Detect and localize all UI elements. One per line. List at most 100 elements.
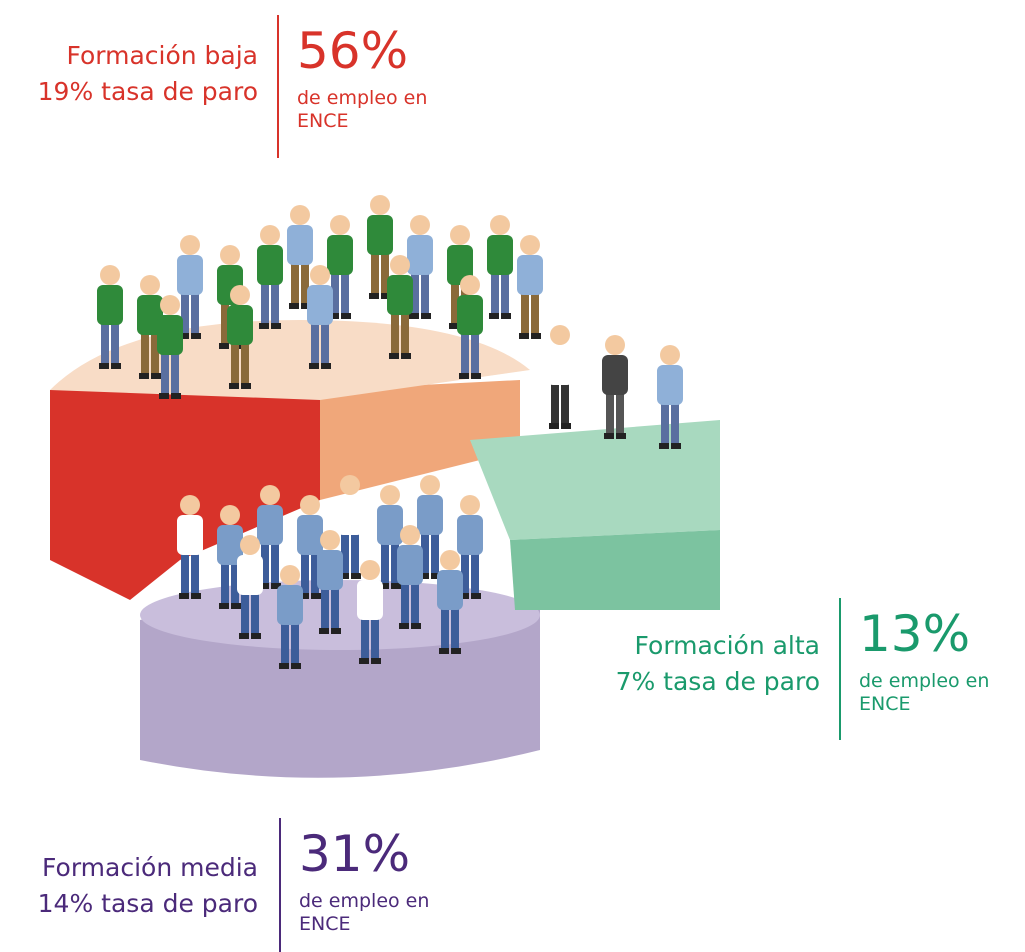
person-part [447,245,473,285]
person-part [287,225,313,265]
person-part [400,525,420,545]
person-part [421,530,429,575]
person-part [231,603,241,609]
person-part [369,293,379,299]
person-part [471,593,481,599]
person-part [657,365,683,405]
person-part [290,205,310,225]
person-part [461,550,469,595]
person-part [271,323,281,329]
person-part [220,505,240,525]
person-part [171,393,181,399]
person [387,255,413,359]
group-name: Formación media [42,853,258,882]
group-share: 56% [297,22,409,80]
person-part [181,550,189,595]
person-part [460,275,480,295]
person [277,565,303,669]
person-part [331,270,339,315]
person-part [367,215,393,255]
person-part [177,515,203,555]
person-part [301,260,309,305]
person-part [307,285,333,325]
person-part [659,443,669,449]
person-part [331,585,339,630]
person-part [257,245,283,285]
person-part [180,235,200,255]
person-part [321,320,329,365]
person-part [240,535,260,555]
person-part [311,320,319,365]
person-part [261,280,269,325]
group-rate: 14% tasa de paro [37,889,258,918]
person-part [271,540,279,585]
person-part [289,303,299,309]
person-part [381,293,391,299]
group-name: Formación baja [66,41,258,70]
person-part [257,505,283,545]
person-part [231,340,239,385]
person-part [301,550,309,595]
person-part [370,195,390,215]
group-caption: de empleo en ENCE [859,670,990,715]
person-part [181,290,189,335]
person-part [319,628,329,634]
person [317,530,343,634]
person-part [139,373,149,379]
person-part [280,565,300,585]
person-part [451,280,459,325]
person-part [420,475,440,495]
person-part [271,583,281,589]
person [157,295,183,399]
person-part [387,275,413,315]
person-part [291,260,299,305]
person-part [317,550,343,590]
person-part [321,585,329,630]
group-share: 31% [299,825,411,883]
person-part [389,353,399,359]
person [137,275,163,379]
person-part [299,593,309,599]
person [437,550,463,654]
person [257,485,283,589]
person-part [340,475,360,495]
person-part [320,530,340,550]
person-part [137,295,163,335]
person-part [606,390,614,435]
person-part [261,540,269,585]
person-part [399,623,409,629]
person-part [219,343,229,349]
green-side [510,530,720,610]
person-part [259,583,269,589]
person-part [391,540,399,585]
person-part [421,270,429,315]
person [177,495,203,599]
person-part [251,590,259,635]
person-part [471,373,481,379]
person-part [419,573,429,579]
person-part [341,313,351,319]
person [517,235,543,339]
person-part [141,330,149,375]
person-part [561,423,571,429]
person-part [605,335,625,355]
person-part [390,255,410,275]
person-part [341,270,349,315]
person-part [237,555,263,595]
person-part [431,530,439,575]
person-part [311,550,319,595]
person [397,525,423,629]
person-part [547,345,573,385]
person [257,225,283,329]
person-part [381,250,389,295]
person-part [217,525,243,565]
person-part [671,443,681,449]
person-part [310,265,330,285]
divider [839,598,841,740]
person-part [161,350,169,395]
group-rate: 19% tasa de paro [37,77,258,106]
person-part [230,285,250,305]
person-part [309,363,319,369]
